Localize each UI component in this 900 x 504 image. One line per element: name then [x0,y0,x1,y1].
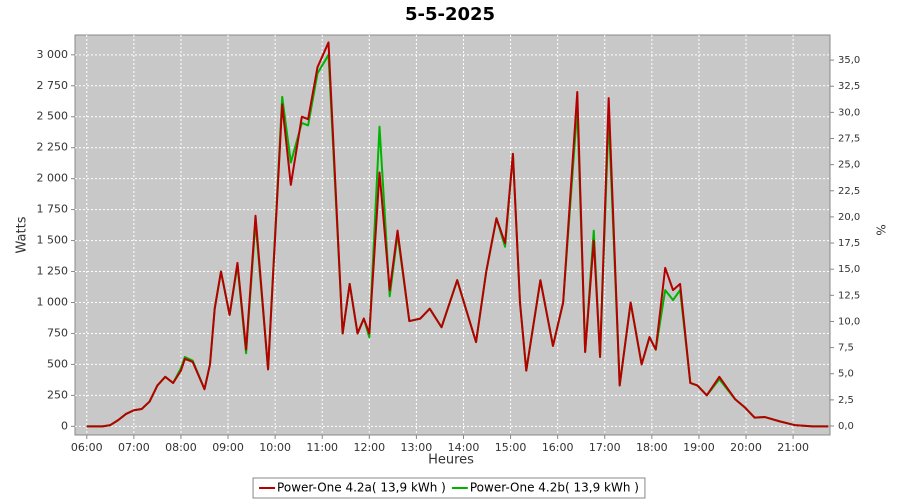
x-tick-label: 17:00 [589,441,621,454]
y-tick-label: 1 500 [37,234,69,247]
x-tick-label: 07:00 [118,441,150,454]
y2-tick-label: 2,5 [838,395,854,406]
y2-tick-label: 7,5 [838,343,854,354]
legend-label: Power-One 4.2a( 13,9 kWh ) [277,481,446,495]
x-tick-label: 16:00 [542,441,574,454]
y-tick-label: 2 750 [37,79,69,92]
legend-box [252,477,646,499]
y2-tick-label: 30,0 [838,107,860,118]
y2-tick-label: 32,5 [838,81,860,92]
x-tick-label: 13:00 [401,441,433,454]
x-tick-label: 08:00 [165,441,197,454]
y2-tick-label: 10,0 [838,316,860,327]
y2-tick-label: 27,5 [838,134,860,145]
series-line [86,41,829,428]
y2-tick-label: 15,0 [838,264,860,275]
y-tick-label: 500 [47,357,68,370]
legend: Power-One 4.2a( 13,9 kWh ) Power-One 4.2b… [252,477,646,499]
plot-area [74,34,831,436]
y-tick-label: 750 [47,326,68,339]
x-tick-label: 15:00 [495,441,527,454]
chart-title: 5-5-2025 [405,4,495,25]
y-tick-label: 2 000 [37,172,69,185]
y2-tick-label: 5,0 [838,369,854,380]
y2-tick-label: 12,5 [838,290,860,301]
y-tick-label: 250 [47,388,68,401]
y-tick-label: 0 [61,419,68,432]
y-tick-label: 2 250 [37,141,69,154]
y2-tick-label: 17,5 [838,238,860,249]
y2-tick-label: 0,0 [838,421,854,432]
x-tick-label: 12:00 [353,441,385,454]
x-axis-label: Heures [428,453,474,468]
y-tick-label: 3 000 [37,48,69,61]
y2-axis-label: % [874,224,888,235]
y2-tick-label: 22,5 [838,186,860,197]
y-tick-label: 1 000 [37,295,69,308]
x-tick-label: 09:00 [212,441,244,454]
x-tick-label: 21:00 [777,441,809,454]
y-tick-label: 2 500 [37,110,69,123]
x-tick-label: 11:00 [306,441,338,454]
y-axis-label: Watts [15,216,30,253]
x-tick-label: 14:00 [448,441,480,454]
x-tick-label: 19:00 [683,441,715,454]
x-tick-label: 10:00 [259,441,291,454]
y2-tick-label: 35,0 [838,55,860,66]
y2-tick-label: 25,0 [838,160,860,171]
x-tick-label: 20:00 [730,441,762,454]
y-tick-label: 1 750 [37,203,69,216]
y-tick-label: 1 250 [37,265,69,278]
x-tick-label: 06:00 [71,441,103,454]
legend-label: Power-One 4.2b( 13,9 kWh ) [470,481,639,495]
y2-tick-label: 20,0 [838,212,860,223]
x-tick-label: 18:00 [636,441,668,454]
